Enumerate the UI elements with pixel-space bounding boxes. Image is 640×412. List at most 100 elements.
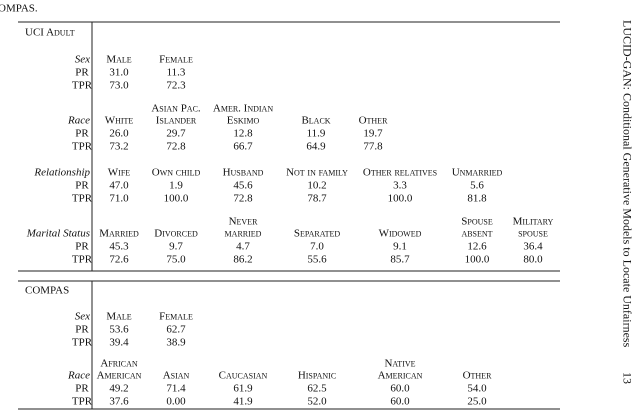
column-header: Not in family <box>286 167 348 179</box>
cell-value: 80.0 <box>523 254 543 266</box>
column-header: American <box>378 370 423 382</box>
page-number: 13 <box>620 372 634 384</box>
row-label: PR <box>75 324 89 336</box>
column-header: Islander <box>156 115 197 127</box>
cell-value: 36.4 <box>523 241 543 253</box>
column-header: Spouse <box>461 216 493 228</box>
cell-value: 78.7 <box>307 193 327 205</box>
running-header: LUCID-GAN: Conditional Generative Models… <box>620 20 634 348</box>
cell-value: 72.8 <box>166 141 186 153</box>
column-header: absent <box>461 228 492 240</box>
cell-value: 7.0 <box>310 241 324 253</box>
attribute-label: Sex <box>75 54 90 66</box>
cell-value: 12.6 <box>467 241 487 253</box>
cell-value: 3.3 <box>393 180 407 192</box>
column-header: Native <box>384 358 415 370</box>
cell-value: 45.6 <box>233 180 253 192</box>
cell-value: 72.6 <box>109 254 129 266</box>
column-header: Male <box>106 311 131 323</box>
attribute-label: Relationship <box>33 167 90 179</box>
cell-value: 64.9 <box>306 141 326 153</box>
column-header: Widowed <box>379 228 422 240</box>
row-label: TPR <box>72 193 93 205</box>
row-label: TPR <box>72 254 93 266</box>
column-header: Unmarried <box>452 167 503 179</box>
column-header: Married <box>99 228 139 240</box>
cell-value: 39.4 <box>109 337 129 349</box>
cell-value: 11.9 <box>307 128 326 140</box>
cell-value: 25.0 <box>467 396 487 408</box>
column-header: African <box>100 358 138 370</box>
column-header: Female <box>159 54 193 66</box>
row-label: PR <box>75 180 89 192</box>
cell-value: 61.9 <box>233 383 253 395</box>
cell-value: 100.0 <box>465 254 490 266</box>
cell-value: 49.2 <box>109 383 128 395</box>
cell-value: 86.2 <box>233 254 252 266</box>
column-header: Other relatives <box>363 167 437 179</box>
cell-value: 37.6 <box>109 396 129 408</box>
cell-value: 60.0 <box>390 396 410 408</box>
cell-value: 81.8 <box>467 193 487 205</box>
row-label: TPR <box>72 141 93 153</box>
column-header: Asian Pac. <box>151 103 201 115</box>
cell-value: 73.0 <box>109 80 129 92</box>
column-header: married <box>225 228 262 240</box>
cell-value: 31.0 <box>109 67 129 79</box>
cell-value: 9.1 <box>393 241 407 253</box>
column-header: Wife <box>108 167 130 179</box>
cell-value: 75.0 <box>166 254 186 266</box>
cell-value: 45.3 <box>109 241 129 253</box>
column-header: spouse <box>518 228 548 240</box>
cell-value: 85.7 <box>390 254 410 266</box>
cell-value: 4.7 <box>236 241 250 253</box>
cell-value: 53.6 <box>109 324 129 336</box>
cell-value: 11.3 <box>167 67 186 79</box>
cell-value: 77.8 <box>363 141 383 153</box>
cell-value: 71.0 <box>109 193 129 205</box>
column-header: Black <box>301 115 330 127</box>
cell-value: 38.9 <box>166 337 186 349</box>
column-header: Caucasian <box>219 370 268 382</box>
section-title: COMPAS <box>25 285 69 297</box>
attribute-label: Marital Status <box>26 228 90 240</box>
column-header: Male <box>106 54 131 66</box>
cell-value: 9.7 <box>169 241 183 253</box>
cell-value: 72.8 <box>233 193 253 205</box>
cell-value: 5.6 <box>470 180 484 192</box>
cell-value: 73.2 <box>109 141 128 153</box>
cell-value: 41.9 <box>233 396 253 408</box>
cell-value: 52.0 <box>307 396 327 408</box>
cell-value: 100.0 <box>388 193 413 205</box>
attribute-label: Race <box>67 115 90 127</box>
cell-value: 47.0 <box>109 180 129 192</box>
cell-value: 26.0 <box>109 128 129 140</box>
column-header: White <box>105 115 134 127</box>
cell-value: 62.7 <box>166 324 186 336</box>
column-header: Female <box>159 311 193 323</box>
column-header: Husband <box>223 167 264 179</box>
cell-value: 72.3 <box>166 80 186 92</box>
cell-value: 29.7 <box>166 128 186 140</box>
row-label: PR <box>75 383 89 395</box>
column-header: Never <box>229 216 258 228</box>
cell-value: 12.8 <box>233 128 253 140</box>
cell-value: 55.6 <box>307 254 327 266</box>
row-label: PR <box>75 241 89 253</box>
cell-value: 71.4 <box>166 383 186 395</box>
row-label: TPR <box>72 337 93 349</box>
cell-value: 100.0 <box>164 193 189 205</box>
row-label: TPR <box>72 80 93 92</box>
column-header: Other <box>463 370 492 382</box>
section-title: UCI Adult <box>25 27 75 39</box>
column-header: Eskimo <box>227 115 260 127</box>
attribute-label: Sex <box>75 311 90 323</box>
cell-value: 10.2 <box>307 180 326 192</box>
column-header: Hispanic <box>298 370 336 382</box>
column-header: Divorced <box>154 228 198 240</box>
column-header: Separated <box>294 228 340 240</box>
top-text: OMPAS. <box>0 3 38 15</box>
column-header: Amer. Indian <box>213 103 273 115</box>
column-header: Asian <box>163 370 190 382</box>
